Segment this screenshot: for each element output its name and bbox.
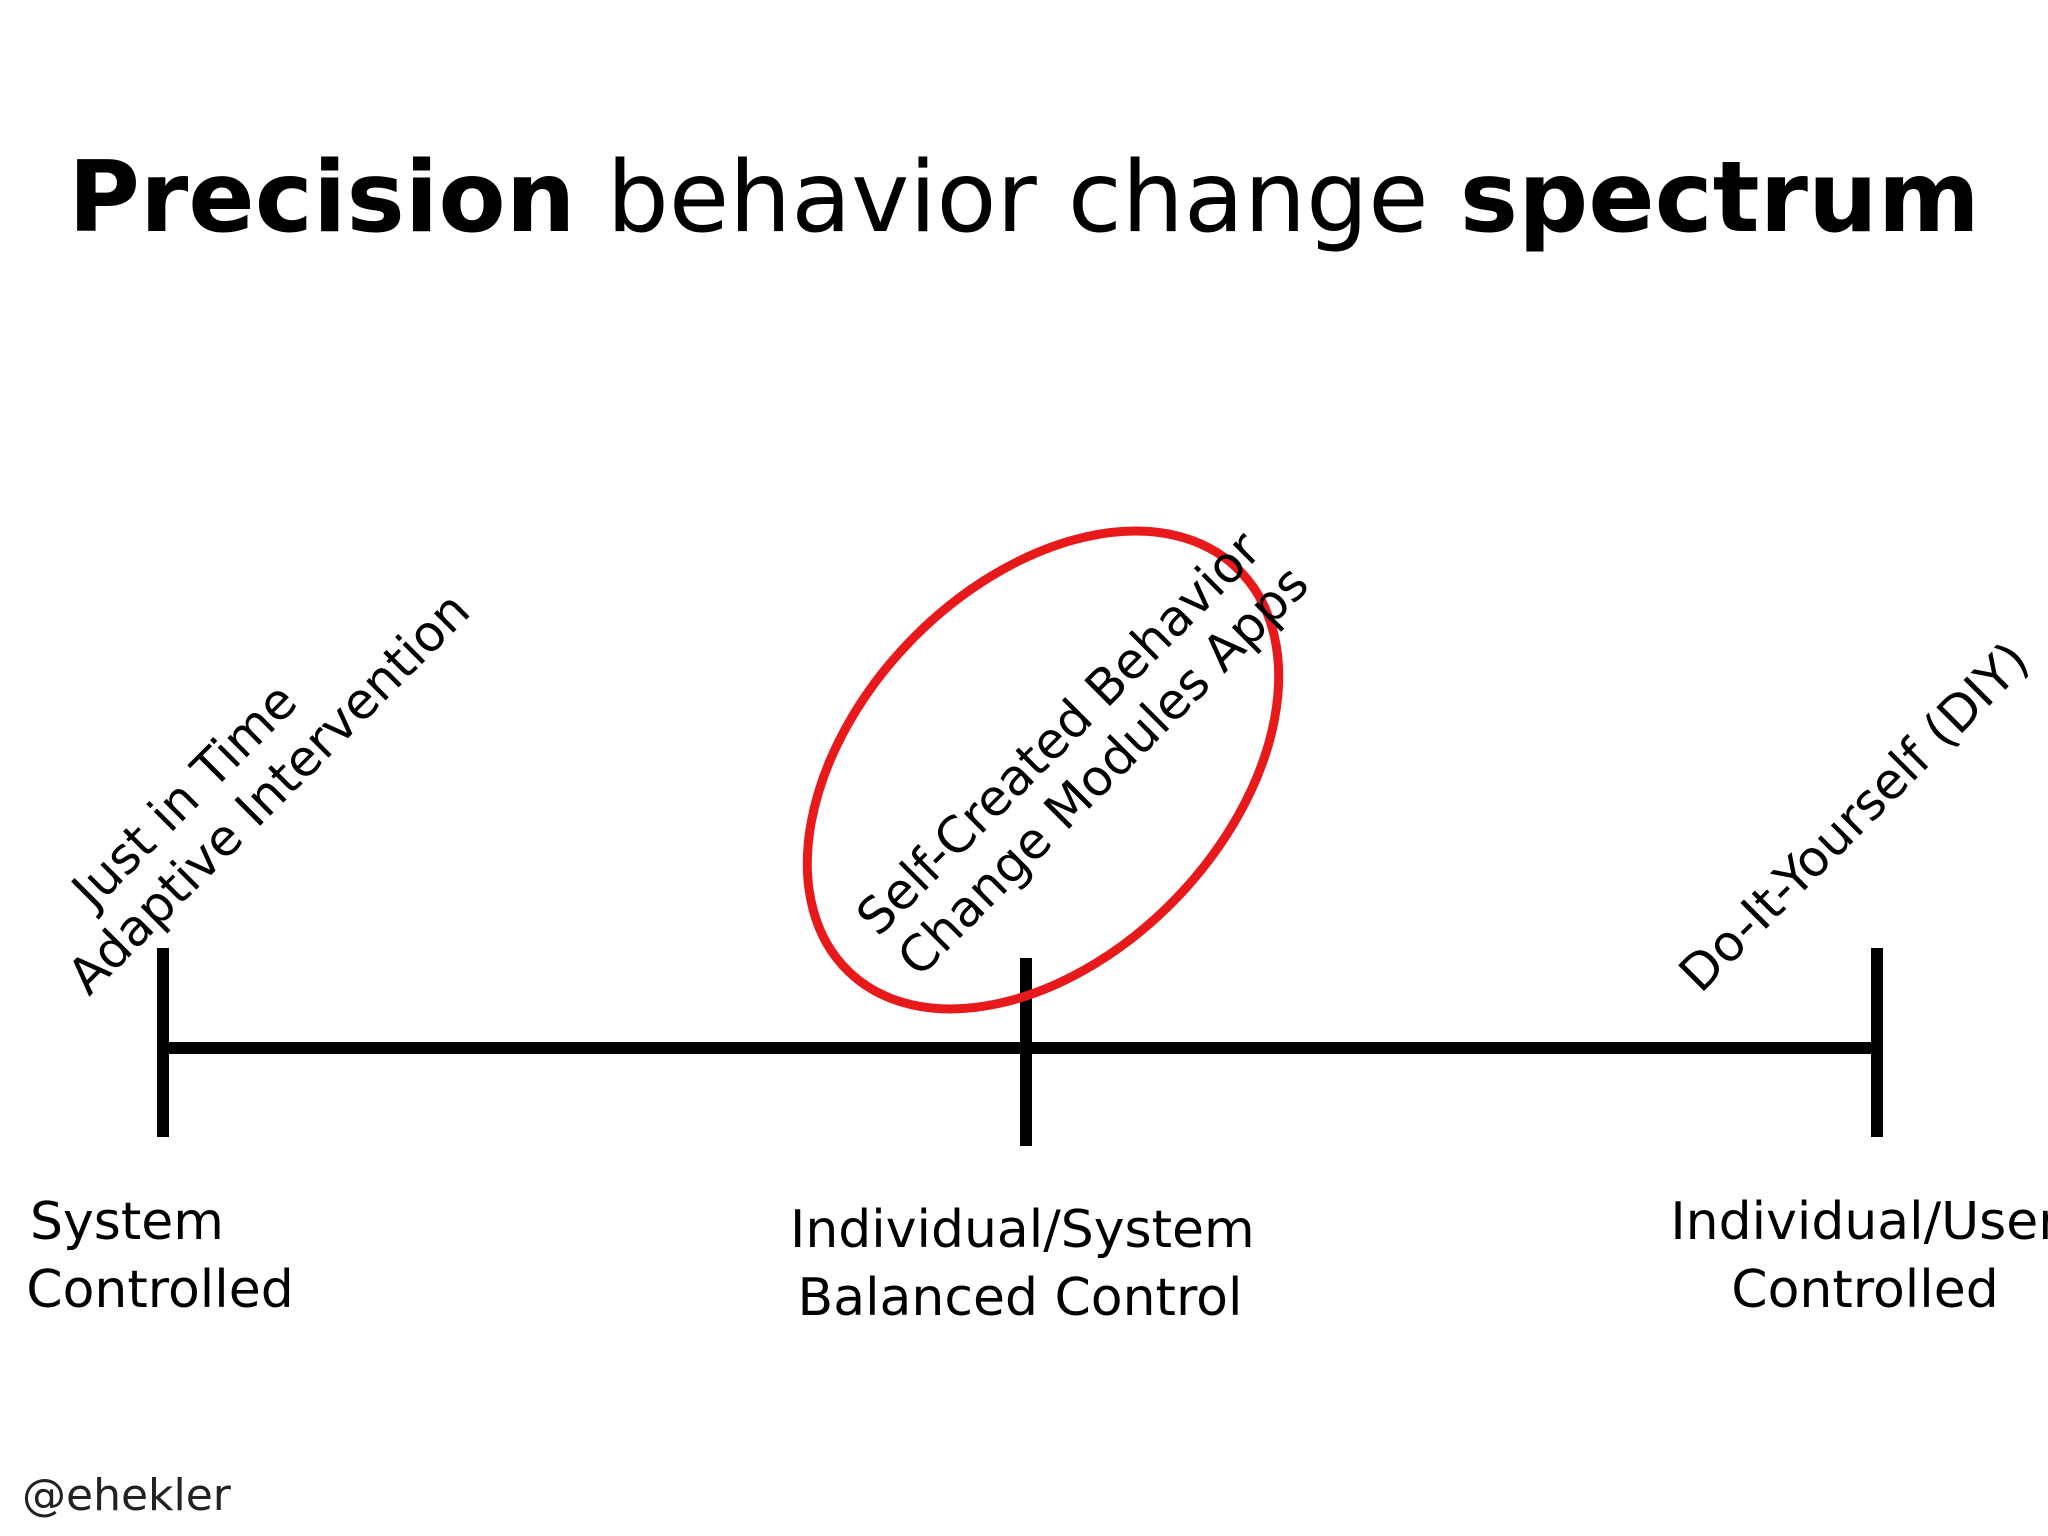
- title-middle: behavior change: [575, 141, 1460, 255]
- label-system-line2: Controlled: [26, 1260, 294, 1320]
- label-balanced-line1: Individual/System: [790, 1200, 1255, 1260]
- title-bold-precision: Precision: [68, 141, 576, 255]
- label-individual-user-controlled: Individual/User Controlled: [1635, 1188, 2048, 1324]
- label-user-line1: Individual/User: [1670, 1192, 2048, 1252]
- highlight-ellipse: [802, 526, 1284, 1014]
- title-bold-spectrum: spectrum: [1459, 141, 1980, 255]
- label-user-line2: Controlled: [1731, 1260, 1999, 1320]
- label-system-line1: System: [30, 1192, 224, 1252]
- label-balanced-line2: Balanced Control: [797, 1268, 1243, 1328]
- label-system-controlled: System Controlled: [0, 1188, 390, 1324]
- label-individual-system-balanced-control: Individual/System Balanced Control: [790, 1196, 1255, 1332]
- slide-title: Precision behavior change spectrum: [0, 138, 2048, 258]
- author-handle: @ehekler: [22, 1470, 231, 1521]
